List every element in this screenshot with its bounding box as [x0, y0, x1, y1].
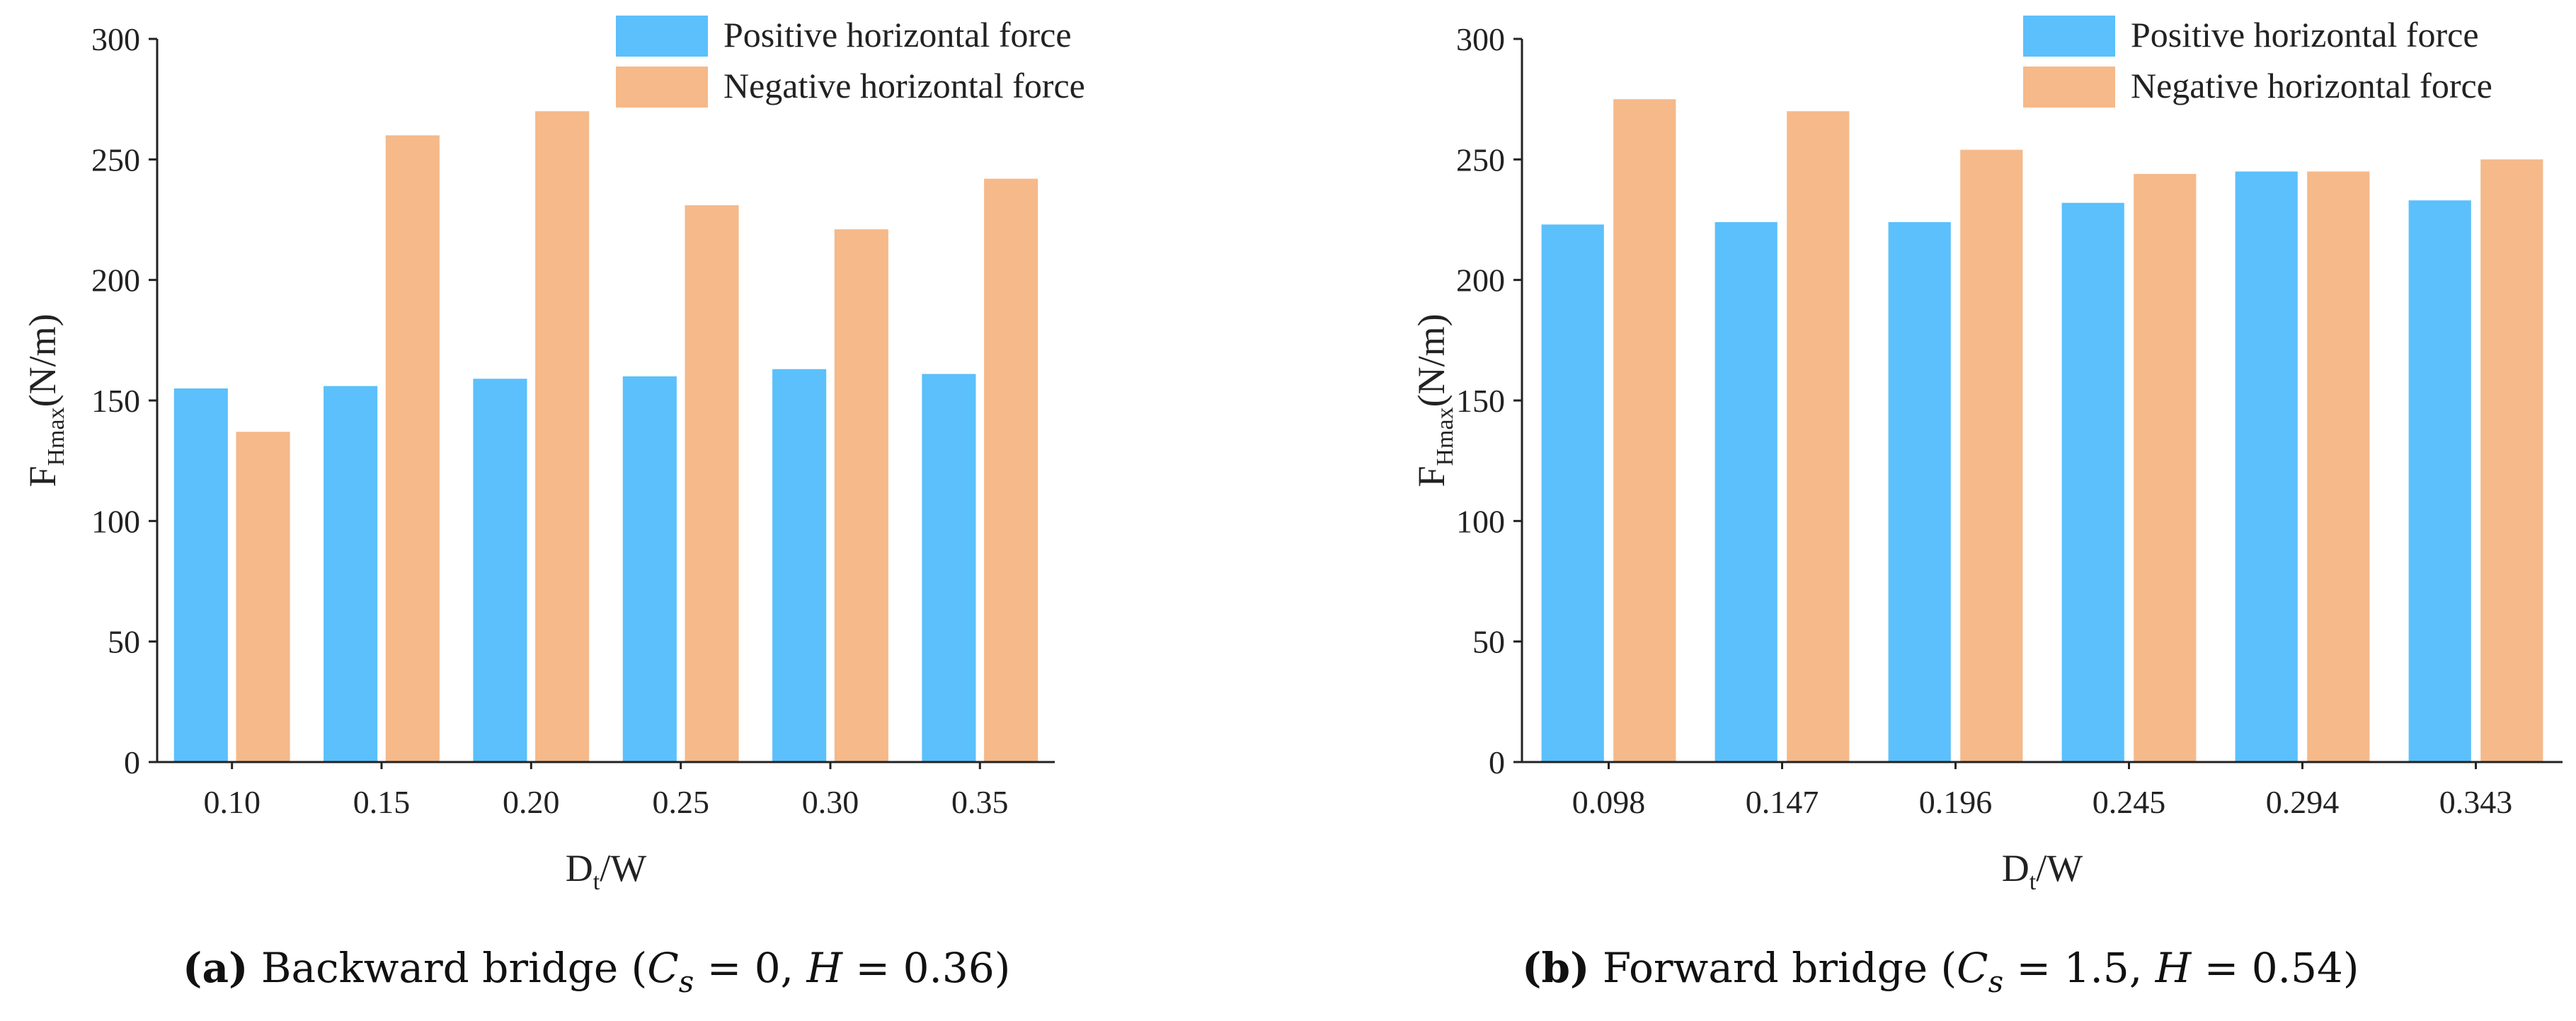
x-tick-label: 0.10: [203, 784, 261, 820]
legend-label: Negative horizontal force: [723, 66, 1085, 105]
y-tick-label: 200: [91, 263, 140, 299]
y-tick-label: 50: [108, 624, 140, 660]
caption-cs-eq: = 0,: [694, 944, 806, 992]
y-label-rest: (N/m): [21, 313, 64, 407]
x-label-main: D: [2002, 847, 2030, 889]
y-tick-label: 100: [91, 503, 140, 539]
caption-label: (a): [183, 944, 248, 992]
panel-caption: (a) Backward bridge (Cs = 0, H = 0.36): [183, 944, 1010, 999]
bar-positive: [922, 374, 976, 762]
bar-negative: [2307, 171, 2370, 762]
x-axis-label: Dt/W: [566, 847, 646, 895]
legend-swatch-negative: [2023, 67, 2115, 108]
y-tick-label: 250: [1456, 142, 1505, 178]
x-label-rest: /W: [2036, 847, 2083, 889]
y-tick-label: 150: [1456, 383, 1505, 419]
caption-label: (b): [1522, 944, 1589, 992]
bar-positive: [622, 376, 677, 762]
caption-cs-eq: = 1.5,: [2003, 944, 2156, 992]
y-tick-label: 150: [91, 383, 140, 419]
legend-swatch-negative: [616, 67, 708, 108]
bar-negative: [236, 432, 290, 762]
x-tick-label: 0.098: [1572, 784, 1646, 820]
bar-negative: [984, 178, 1038, 763]
x-label-sub: t: [2030, 869, 2037, 895]
bar-positive: [1888, 221, 1951, 762]
y-tick-label: 250: [91, 142, 140, 178]
bar-positive: [772, 369, 827, 762]
bar-negative: [535, 111, 590, 762]
panel-caption: (b) Forward bridge (Cs = 1.5, H = 0.54): [1522, 944, 2359, 999]
y-label-rest: (N/m): [1410, 313, 1453, 407]
caption-cs-var: C: [1957, 944, 1988, 992]
y-label-sub: Hmax: [43, 407, 69, 466]
caption-text: Backward bridge (: [261, 944, 647, 992]
bar-negative: [685, 205, 739, 763]
x-tick-label: 0.196: [1919, 784, 1993, 820]
x-tick-label: 0.35: [951, 784, 1009, 820]
bar-positive: [2235, 171, 2298, 762]
x-tick-label: 0.294: [2266, 784, 2340, 820]
caption-h-eq: = 0.54): [2191, 944, 2359, 992]
bar-negative: [834, 229, 888, 763]
y-tick-label: 100: [1456, 503, 1505, 539]
bar-negative: [1960, 149, 2023, 762]
x-axis-label: Dt/W: [2002, 847, 2083, 895]
x-tick-label: 0.245: [2093, 784, 2166, 820]
caption-h-var: H: [806, 944, 844, 992]
y-tick-label: 50: [1472, 624, 1505, 660]
bar-positive: [1715, 221, 1778, 762]
legend-label: Negative horizontal force: [2131, 66, 2492, 105]
caption-cs-var: C: [647, 944, 678, 992]
legend-label: Positive horizontal force: [2131, 15, 2479, 54]
x-tick-label: 0.343: [2439, 784, 2513, 820]
bar-positive: [1541, 224, 1604, 762]
chart-panel-b: 0.098 0.147 0.196 0.245 0.294 0.343 0 50 100 150 2…: [1410, 15, 2563, 999]
bar-positive: [173, 388, 228, 762]
legend-swatch-positive: [616, 16, 708, 57]
x-label-sub: t: [593, 869, 600, 895]
y-axis-label: FHmax(N/m): [1410, 313, 1458, 487]
caption-text: Forward bridge (: [1603, 944, 1957, 992]
legend-label: Positive horizontal force: [723, 15, 1072, 54]
x-tick-label: 0.147: [1746, 784, 1819, 820]
chart-panel-a: 0.10 0.15 0.20 0.25 0.30 0.35 0 50 100 150 200 250 3…: [21, 15, 1085, 999]
caption-cs-sub: s: [1988, 964, 2004, 999]
bar-positive: [324, 386, 378, 762]
bar-positive: [473, 379, 527, 762]
y-tick-label: 200: [1456, 263, 1505, 299]
y-label-sub: Hmax: [1432, 407, 1458, 466]
y-tick-label: 0: [124, 744, 140, 780]
y-label-main: F: [1410, 466, 1453, 488]
y-axis-label: FHmax(N/m): [21, 313, 69, 487]
y-label-main: F: [21, 466, 64, 488]
x-label-main: D: [566, 847, 593, 889]
bar-negative: [2134, 173, 2197, 763]
x-tick-label: 0.15: [353, 784, 411, 820]
x-tick-label: 0.25: [652, 784, 709, 820]
y-tick-label: 300: [91, 21, 140, 57]
caption-gap: [1589, 944, 1602, 992]
caption-cs-sub: s: [679, 964, 694, 999]
y-tick-label: 0: [1489, 744, 1505, 780]
bar-positive: [2408, 200, 2471, 762]
bar-negative: [1613, 99, 1676, 762]
caption-gap: [248, 944, 261, 992]
bar-negative: [2480, 159, 2543, 763]
caption-h-eq: = 0.36): [842, 944, 1010, 992]
bar-positive: [2061, 202, 2124, 762]
y-tick-label: 300: [1456, 21, 1505, 57]
bar-negative: [385, 135, 440, 763]
bar-negative: [1787, 111, 1850, 762]
x-label-rest: /W: [600, 847, 646, 889]
x-tick-label: 0.20: [503, 784, 560, 820]
caption-h-var: H: [2155, 944, 2192, 992]
legend: Positive horizontal force Negative horizo…: [2023, 15, 2492, 108]
legend: Positive horizontal force Negative horizo…: [616, 15, 1085, 108]
legend-swatch-positive: [2023, 16, 2115, 57]
x-tick-label: 0.30: [802, 784, 859, 820]
